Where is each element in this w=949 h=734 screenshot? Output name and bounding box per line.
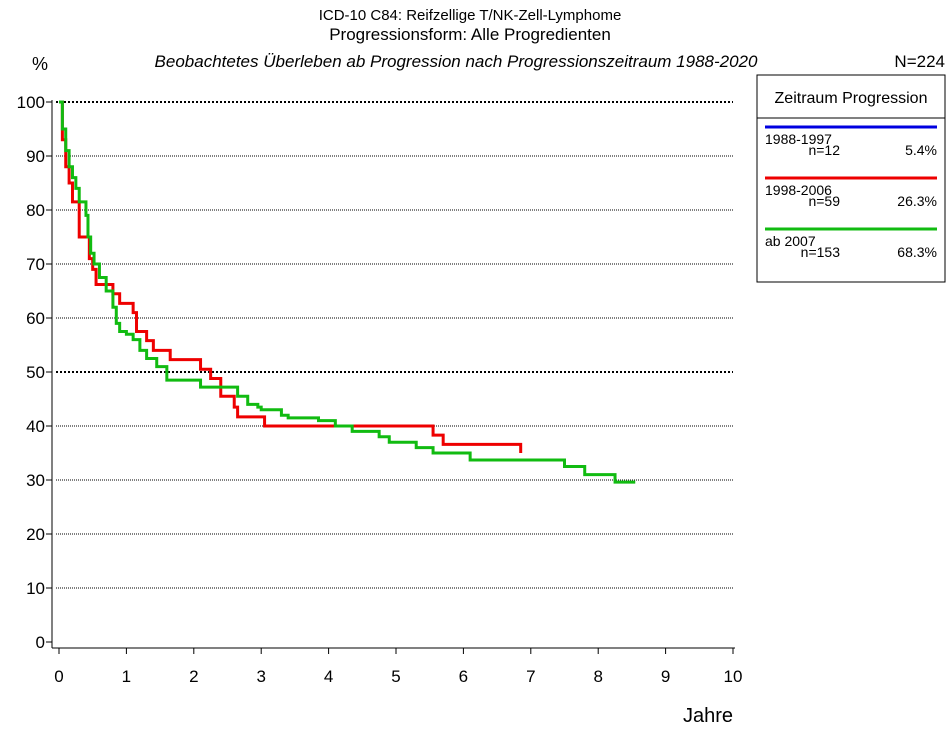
x-tick-label: 5: [391, 667, 400, 686]
survival-curve: [59, 100, 523, 453]
y-tick-label: 90: [26, 147, 45, 166]
y-tick-label: 40: [26, 417, 45, 436]
total-count: N=224: [894, 52, 945, 71]
x-tick-label: 7: [526, 667, 535, 686]
legend-label: ab 2007: [765, 233, 816, 249]
y-tick-label: 50: [26, 363, 45, 382]
x-tick-label: 3: [256, 667, 265, 686]
survival-curve: [59, 100, 636, 484]
x-tick-label: 1: [122, 667, 131, 686]
legend-count: n=59: [808, 193, 840, 209]
y-tick-label: 0: [36, 633, 45, 652]
x-tick-label: 6: [459, 667, 468, 686]
legend-share: 68.3%: [897, 244, 937, 260]
legend-label: 1988-1997: [765, 131, 832, 147]
x-tick-label: 9: [661, 667, 670, 686]
y-tick-label: 10: [26, 579, 45, 598]
y-tick-label: 100: [17, 93, 45, 112]
legend-count: n=153: [801, 244, 841, 260]
y-tick-label: 80: [26, 201, 45, 220]
legend-count: n=12: [808, 142, 840, 158]
chart-caption: Beobachtetes Überleben ab Progression na…: [155, 52, 758, 71]
legend-title: Zeitraum Progression: [775, 90, 928, 107]
x-tick-label: 8: [593, 667, 602, 686]
chart-subtitle: Progressionsform: Alle Progredienten: [329, 25, 611, 44]
x-tick-label: 2: [189, 667, 198, 686]
legend-share: 26.3%: [897, 193, 937, 209]
y-tick-label: 70: [26, 255, 45, 274]
x-tick-label: 10: [724, 667, 743, 686]
y-tick-label: 30: [26, 471, 45, 490]
y-axis-label: %: [32, 54, 48, 74]
y-tick-label: 20: [26, 525, 45, 544]
x-tick-label: 4: [324, 667, 333, 686]
legend-label: 1998-2006: [765, 182, 832, 198]
x-axis-label: Jahre: [683, 705, 733, 727]
chart-title: ICD-10 C84: Reifzellige T/NK-Zell-Lympho…: [319, 7, 622, 24]
x-tick-label: 0: [54, 667, 63, 686]
y-tick-label: 60: [26, 309, 45, 328]
legend-share: 5.4%: [905, 142, 937, 158]
